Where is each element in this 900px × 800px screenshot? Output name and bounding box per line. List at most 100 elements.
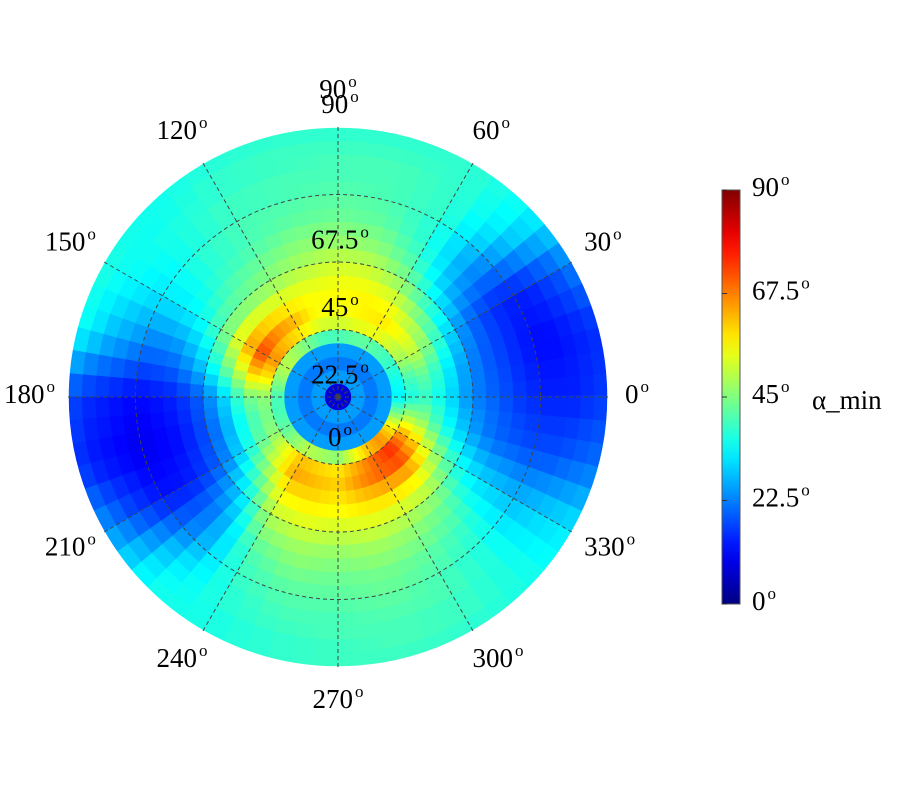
heatmap-cell: [324, 531, 340, 547]
angular-tick-label: 30 o: [584, 224, 622, 256]
heatmap-cell: [472, 395, 488, 411]
heatmap-cell: [313, 139, 339, 156]
colorbar-tick-label: 45 o: [752, 377, 790, 409]
angular-tick-label: 120 o: [157, 113, 208, 145]
heatmap-cell: [202, 384, 218, 399]
heatmap-cell: [552, 395, 569, 418]
colorbar-label: α_min: [812, 385, 882, 415]
heatmap-cell: [107, 396, 124, 419]
angular-tick-label: 330 o: [584, 529, 635, 561]
heatmap-cell: [336, 193, 356, 209]
polar-grid: [67, 126, 609, 668]
angular-grid-line: [103, 261, 339, 398]
heatmap-cell: [107, 376, 124, 399]
heatmap-cell: [335, 127, 362, 142]
heatmap-cell: [68, 373, 83, 400]
heatmap-cell: [94, 375, 110, 399]
angular-grid-line: [337, 396, 573, 533]
heatmap-cell: [318, 193, 339, 210]
heatmap-cell: [336, 180, 358, 196]
angular-tick-label: 240 o: [157, 641, 208, 673]
heatmap-cell: [134, 396, 151, 417]
heatmap-cell: [431, 395, 447, 407]
heatmap-cell: [80, 396, 97, 422]
heatmap-cell: [315, 638, 341, 655]
heatmap-cell: [336, 261, 351, 277]
heatmap-cell: [404, 396, 420, 405]
heatmap-cell: [256, 389, 272, 398]
heatmap-cell: [316, 166, 339, 183]
heatmap-cell: [485, 395, 501, 412]
heatmap-cell: [566, 373, 582, 398]
colorbar-ticks: 0 o 22.5 o 45 o 67.5 o 90 o: [722, 170, 810, 616]
angular-tick-labels: 0 o 30 o 60 o 90 o 120 o 150 o 180 o 210 o 240 o 270 o 300 o 3…: [4, 72, 649, 714]
heatmap-cell: [242, 388, 258, 398]
heatmap-cell: [337, 611, 360, 628]
heatmap-cell: [336, 153, 360, 169]
heatmap-cell: [68, 396, 83, 423]
heatmap-cell: [579, 394, 596, 420]
heatmap-cell: [322, 558, 340, 574]
heatmap-cell: [323, 544, 340, 560]
heatmap-cell: [148, 380, 164, 399]
heatmap-cell: [327, 504, 340, 520]
radial-tick-label: 67.5 o: [311, 222, 369, 254]
angular-grid-line: [103, 396, 339, 533]
heatmap-cell: [336, 166, 359, 183]
radial-tick-label: 22.5 o: [311, 357, 369, 389]
heatmap-cell: [337, 638, 363, 655]
colorbar-tick-label: 67.5 o: [752, 273, 810, 305]
radial-grid-circle: [135, 194, 541, 600]
heatmap-cell: [525, 377, 542, 398]
heatmap-cell: [499, 395, 515, 413]
angular-tick-label: 300 o: [473, 641, 524, 673]
heatmap-cell: [512, 378, 528, 398]
heatmap-cell: [325, 517, 340, 533]
heatmap-cell: [330, 463, 339, 479]
heatmap-cell: [579, 372, 596, 398]
heatmap-cell: [328, 490, 340, 506]
heatmap-cell: [215, 386, 231, 399]
heatmap-cell: [593, 371, 608, 398]
heatmap-cell: [121, 396, 137, 418]
heatmap-cell: [318, 598, 340, 614]
heatmap-cell: [175, 382, 191, 399]
angular-tick-label: 60 o: [473, 113, 511, 145]
heatmap-cells: [68, 127, 608, 667]
heatmap-cell: [312, 127, 339, 142]
angular-grid-line: [337, 261, 573, 398]
heatmap-cell: [458, 395, 474, 410]
radial-tick-label: 90 o: [321, 87, 359, 119]
heatmap-cell: [229, 387, 245, 399]
heatmap-cell: [526, 395, 542, 415]
colorbar: 0 o 22.5 o 45 o 67.5 o 90 o α_min: [721, 170, 882, 616]
heatmap-cell: [512, 395, 528, 414]
heatmap-cell: [148, 396, 164, 416]
heatmap-cell: [121, 377, 137, 399]
heatmap-cell: [94, 396, 110, 421]
heatmap-cell: [337, 652, 364, 667]
angular-tick-label: 90 o: [319, 72, 357, 104]
heatmap-cell: [320, 585, 340, 601]
heatmap-cell: [445, 395, 461, 408]
heatmap-cell: [314, 153, 339, 169]
radial-grid-circle: [270, 329, 406, 465]
heatmap-cell: [337, 571, 357, 587]
heatmap-cell: [336, 207, 355, 223]
heatmap-cell: [314, 652, 341, 667]
heatmap-cell: [337, 625, 362, 641]
angular-grid-line: [202, 162, 339, 398]
heatmap-cell: [161, 381, 177, 399]
heatmap-cell: [336, 274, 349, 290]
heatmap-cell: [134, 379, 150, 399]
heatmap-cell: [317, 611, 340, 628]
heatmap-cell: [337, 598, 359, 614]
heatmap-cell: [329, 477, 339, 493]
heatmap-cell: [188, 383, 204, 399]
heatmap-cell: [552, 375, 569, 398]
angular-tick-label: 150 o: [45, 224, 96, 256]
heatmap-cell: [418, 396, 434, 406]
